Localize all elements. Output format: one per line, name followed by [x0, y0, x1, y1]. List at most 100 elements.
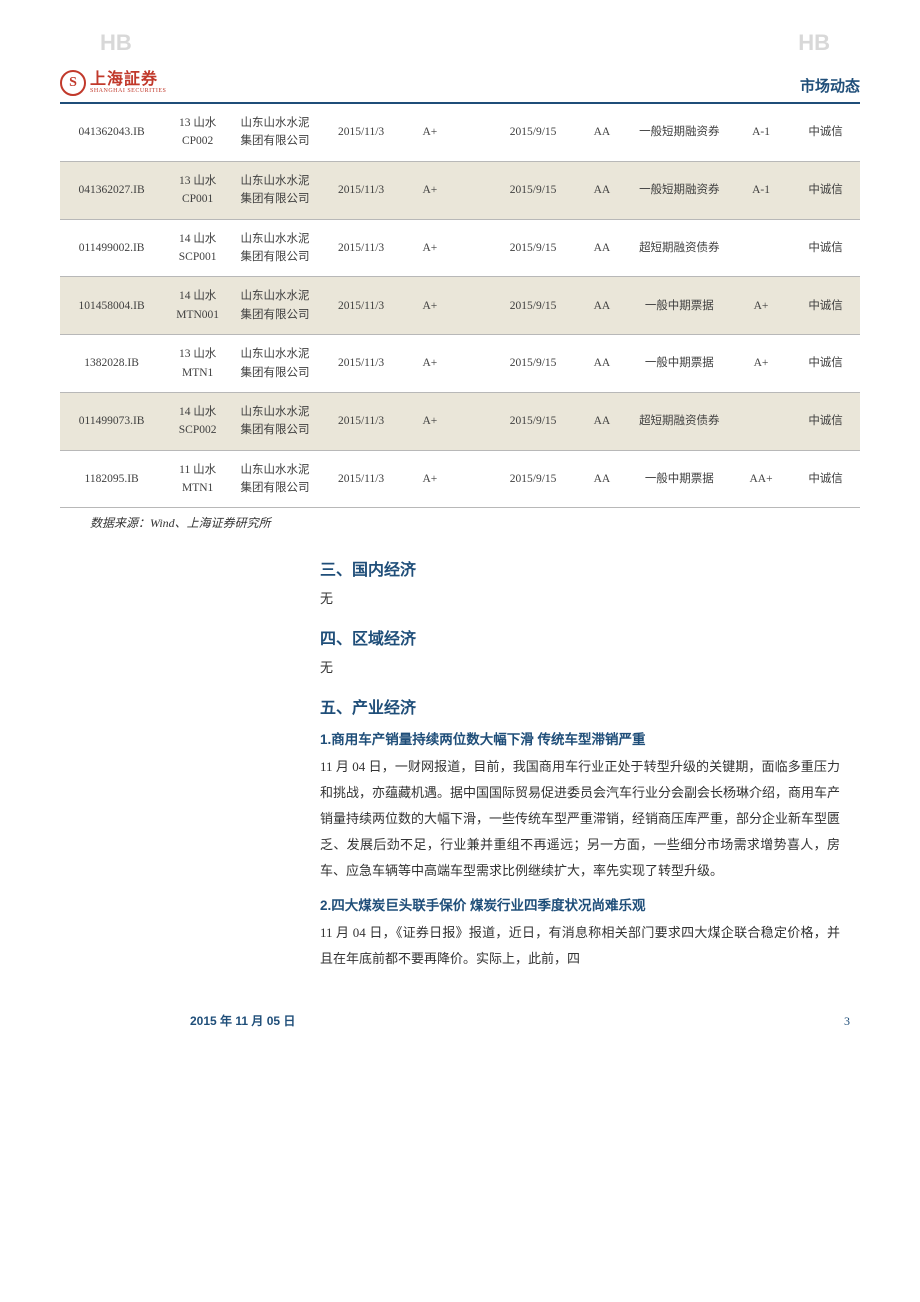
table-cell: 中诚信: [791, 392, 860, 450]
table-cell: 超短期融资债券: [628, 219, 731, 277]
table-row: 041362043.IB13 山水CP002山东山水水泥集团有限公司2015/1…: [60, 104, 860, 161]
table-cell: 2015/9/15: [490, 450, 576, 508]
table-cell: 山东山水水泥集团有限公司: [232, 219, 318, 277]
watermark-right: HB: [798, 30, 830, 56]
table-cell: 011499002.IB: [60, 219, 163, 277]
table-row: 1382028.IB13 山水MTN1山东山水水泥集团有限公司2015/11/3…: [60, 335, 860, 393]
table-cell: 2015/11/3: [318, 335, 404, 393]
section-5-title: 五、产业经济: [320, 694, 840, 718]
watermark-left: HB: [100, 30, 132, 56]
table-row: 011499002.IB14 山水SCP001山东山水水泥集团有限公司2015/…: [60, 219, 860, 277]
table-cell: 13 山水CP002: [163, 104, 232, 161]
table-cell: 2015/9/15: [490, 219, 576, 277]
table-cell: 中诚信: [791, 450, 860, 508]
page-header: S 上海証券 SHANGHAI SECURITIES 市场动态: [60, 70, 860, 96]
table-cell: [456, 219, 490, 277]
table-cell: AA: [576, 219, 628, 277]
article-body: 三、国内经济 无 四、区域经济 无 五、产业经济 1.商用车产销量持续两位数大幅…: [320, 556, 840, 972]
table-cell: 超短期融资债券: [628, 392, 731, 450]
table-cell: 山东山水水泥集团有限公司: [232, 277, 318, 335]
table-row: 101458004.IB14 山水MTN001山东山水水泥集团有限公司2015/…: [60, 277, 860, 335]
table-cell: 13 山水MTN1: [163, 335, 232, 393]
table-cell: 2015/11/3: [318, 392, 404, 450]
brand-logo: S 上海証券 SHANGHAI SECURITIES: [60, 70, 166, 96]
table-row: 041362027.IB13 山水CP001山东山水水泥集团有限公司2015/1…: [60, 161, 860, 219]
table-cell: 2015/9/15: [490, 277, 576, 335]
table-cell: 14 山水MTN001: [163, 277, 232, 335]
logo-text-en: SHANGHAI SECURITIES: [90, 88, 166, 94]
table-cell: 2015/11/3: [318, 219, 404, 277]
table-cell: AA: [576, 335, 628, 393]
table-cell: 11 山水MTN1: [163, 450, 232, 508]
table-cell: A+: [404, 277, 456, 335]
table-cell: 2015/11/3: [318, 104, 404, 161]
table-cell: 2015/11/3: [318, 277, 404, 335]
table-cell: 一般中期票据: [628, 450, 731, 508]
table-cell: 一般短期融资券: [628, 104, 731, 161]
table-cell: A+: [404, 335, 456, 393]
table-cell: A+: [404, 161, 456, 219]
table-cell: 2015/11/3: [318, 450, 404, 508]
logo-text-cn: 上海証券: [90, 72, 166, 88]
table-cell: 山东山水水泥集团有限公司: [232, 335, 318, 393]
table-cell: 2015/11/3: [318, 161, 404, 219]
table-cell: 山东山水水泥集团有限公司: [232, 392, 318, 450]
table-cell: 101458004.IB: [60, 277, 163, 335]
table-source-note: 数据来源：Wind、上海证券研究所: [90, 514, 860, 531]
table-cell: 中诚信: [791, 161, 860, 219]
footer-date: 2015 年 11 月 05 日: [190, 1012, 295, 1029]
section-4-body: 无: [320, 657, 840, 676]
table-cell: 2015/9/15: [490, 104, 576, 161]
table-cell: 14 山水SCP001: [163, 219, 232, 277]
table-cell: A+: [404, 104, 456, 161]
table-cell: [456, 335, 490, 393]
table-cell: 一般中期票据: [628, 335, 731, 393]
section-3-body: 无: [320, 588, 840, 607]
table-cell: AA: [576, 277, 628, 335]
table-cell: 山东山水水泥集团有限公司: [232, 161, 318, 219]
section-5-sub1-body: 11 月 04 日，一财网报道，目前，我国商用车行业正处于转型升级的关键期，面临…: [320, 754, 840, 884]
footer-page-number: 3: [844, 1014, 850, 1029]
table-row: 1182095.IB11 山水MTN1山东山水水泥集团有限公司2015/11/3…: [60, 450, 860, 508]
table-cell: A+: [404, 450, 456, 508]
table-cell: A+: [404, 392, 456, 450]
section-3-title: 三、国内经济: [320, 556, 840, 580]
table-cell: [456, 277, 490, 335]
logo-icon: S: [60, 70, 86, 96]
table-cell: 011499073.IB: [60, 392, 163, 450]
table-cell: 13 山水CP001: [163, 161, 232, 219]
section-5-sub2-title: 2.四大煤炭巨头联手保价 煤炭行业四季度状况尚难乐观: [320, 894, 840, 914]
table-cell: 一般中期票据: [628, 277, 731, 335]
table-cell: 一般短期融资券: [628, 161, 731, 219]
table-cell: 中诚信: [791, 335, 860, 393]
table-row: 011499073.IB14 山水SCP002山东山水水泥集团有限公司2015/…: [60, 392, 860, 450]
table-cell: 山东山水水泥集团有限公司: [232, 104, 318, 161]
table-cell: 中诚信: [791, 219, 860, 277]
table-cell: 中诚信: [791, 277, 860, 335]
section-4-title: 四、区域经济: [320, 625, 840, 649]
table-cell: 041362043.IB: [60, 104, 163, 161]
table-cell: AA: [576, 450, 628, 508]
table-cell: 14 山水SCP002: [163, 392, 232, 450]
table-cell: A-1: [731, 104, 791, 161]
table-cell: [456, 450, 490, 508]
table-cell: 中诚信: [791, 104, 860, 161]
table-cell: AA+: [731, 450, 791, 508]
table-cell: A-1: [731, 161, 791, 219]
table-cell: A+: [404, 219, 456, 277]
table-cell: 2015/9/15: [490, 392, 576, 450]
header-title: 市场动态: [800, 75, 860, 96]
table-cell: A+: [731, 335, 791, 393]
table-cell: 2015/9/15: [490, 161, 576, 219]
table-cell: [456, 161, 490, 219]
table-cell: 1382028.IB: [60, 335, 163, 393]
table-cell: AA: [576, 392, 628, 450]
page-footer: 2015 年 11 月 05 日 3: [60, 1012, 860, 1029]
table-cell: AA: [576, 104, 628, 161]
table-cell: 2015/9/15: [490, 335, 576, 393]
table-cell: [456, 104, 490, 161]
table-cell: [456, 392, 490, 450]
table-cell: [731, 392, 791, 450]
table-cell: 山东山水水泥集团有限公司: [232, 450, 318, 508]
section-5-sub1-title: 1.商用车产销量持续两位数大幅下滑 传统车型滞销严重: [320, 728, 840, 748]
